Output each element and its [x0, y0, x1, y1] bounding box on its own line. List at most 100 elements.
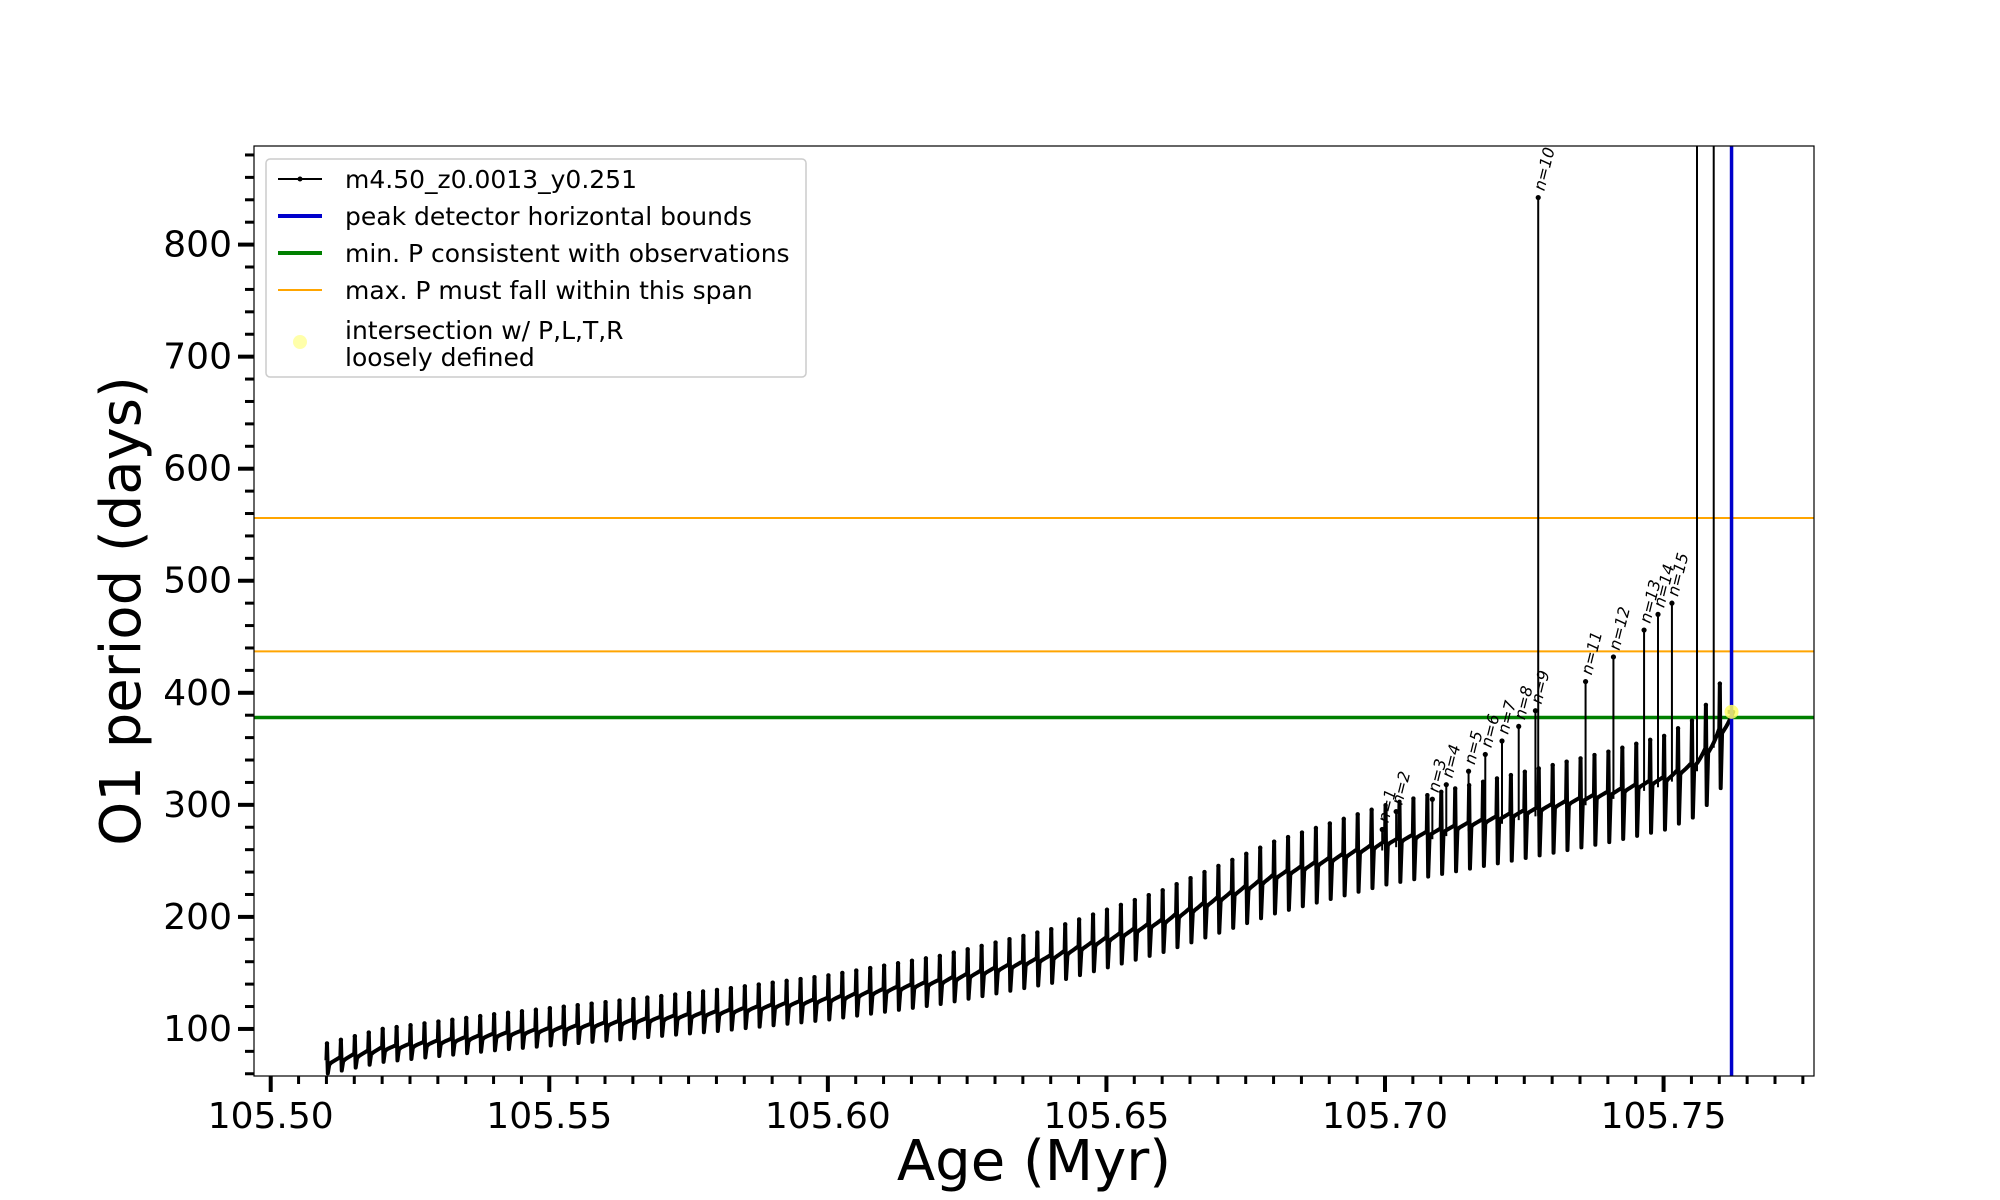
track-marker: [561, 1004, 566, 1009]
track-marker: [1703, 702, 1709, 708]
legend-label: m4.50_z0.0013_y0.251: [345, 165, 637, 194]
track-marker: [770, 980, 775, 985]
track-marker: [1620, 745, 1625, 750]
legend-box: [265, 158, 807, 378]
y-axis-label: O1 period (days): [89, 376, 154, 846]
track-marker: [1606, 749, 1611, 754]
pulse-peak-marker: [1393, 808, 1399, 815]
track-marker: [450, 1017, 455, 1022]
legend-label: min. P consistent with observations: [345, 239, 790, 268]
track-marker: [673, 992, 678, 997]
track-marker: [1494, 776, 1500, 781]
track-marker: [1063, 922, 1068, 927]
track-marker: [1425, 792, 1430, 798]
track-marker: [324, 1041, 330, 1046]
track-marker: [1564, 759, 1569, 764]
track-marker: [826, 973, 831, 978]
pulse-annotation: n=12: [1605, 605, 1634, 652]
pulse-peak-marker: [1429, 796, 1435, 802]
track-marker: [1146, 892, 1151, 898]
track-marker: [979, 943, 984, 949]
track-marker: [1675, 726, 1681, 731]
track-marker: [1188, 875, 1193, 881]
track-marker: [1661, 733, 1667, 739]
pulse-peak-marker: [1516, 723, 1522, 730]
track-marker: [589, 1001, 594, 1006]
track-marker: [1132, 897, 1138, 903]
track-marker: [1118, 902, 1124, 908]
track-marker: [812, 975, 817, 980]
track-marker: [1021, 933, 1026, 939]
track-marker: [965, 947, 970, 952]
track-marker: [714, 987, 720, 993]
pulse-peak-marker: [1379, 826, 1385, 833]
track-marker: [659, 993, 664, 999]
track-marker: [1578, 756, 1583, 761]
track-marker: [1634, 741, 1639, 747]
pulse-annotation: n=9: [1527, 668, 1554, 705]
track-marker: [408, 1023, 413, 1028]
track-marker: [854, 968, 859, 973]
track-marker: [742, 984, 748, 989]
track-marker: [909, 958, 915, 964]
track-marker: [1049, 927, 1054, 932]
track-marker: [923, 956, 929, 961]
track-marker: [1689, 718, 1695, 723]
intersection-marker: [1724, 704, 1739, 719]
track-marker: [464, 1015, 469, 1021]
pulse-peak-marker: [1610, 654, 1617, 660]
axis-ticks: 105.50 105.55 105.60 105.65 105.70 105.75 100 2…: [163, 153, 1805, 1137]
pulse-peak-marker: [1641, 627, 1647, 633]
track-marker: [1453, 786, 1458, 791]
track-marker: [1271, 839, 1277, 844]
track-marker: [1550, 762, 1555, 768]
pulse-peak-marker: [1482, 751, 1488, 758]
track-marker: [798, 976, 803, 982]
track-marker: [1299, 830, 1305, 835]
track-marker: [603, 999, 608, 1005]
track-marker: [1592, 752, 1597, 758]
pulse-peak-marker: [1465, 768, 1472, 774]
pulse-peak-marker: [1532, 708, 1539, 714]
track-marker: [1007, 937, 1012, 942]
track-marker: [436, 1019, 441, 1024]
legend-label-line2: loosely defined: [345, 343, 535, 372]
track-marker: [1313, 825, 1319, 831]
pulse-annotation: n=11: [1577, 629, 1606, 676]
legend-label: intersection w/ P,L,T,R: [345, 316, 624, 345]
y-tick-label: 800: [163, 225, 232, 266]
track-marker: [366, 1030, 371, 1035]
track-marker: [338, 1037, 344, 1043]
track-marker: [993, 940, 998, 945]
x-tick-label: 105.55: [486, 1096, 612, 1137]
track-marker: [533, 1007, 539, 1012]
track-marker: [1160, 888, 1165, 893]
track-marker: [756, 982, 761, 987]
y-tick-label: 100: [163, 1009, 232, 1050]
y-tick-label: 200: [163, 897, 232, 938]
track-marker: [519, 1009, 525, 1014]
track-marker: [1076, 917, 1082, 922]
plot-frame: [253, 145, 1815, 1077]
track-marker: [840, 970, 845, 976]
y-tick-label: 500: [163, 561, 232, 602]
track-marker: [881, 963, 887, 968]
track-marker: [1258, 845, 1263, 850]
track-marker: [575, 1002, 580, 1008]
track-marker: [1717, 681, 1723, 686]
track-marker: [1439, 789, 1444, 795]
track-marker: [937, 953, 943, 959]
pulse-annotation: n=2: [1388, 769, 1415, 806]
y-tick-label: 700: [163, 337, 232, 378]
track-marker: [422, 1021, 427, 1026]
track-marker: [1341, 816, 1346, 822]
track-marker: [1090, 912, 1096, 917]
track-marker: [868, 965, 873, 971]
track-marker: [505, 1010, 511, 1015]
pulse-peak-marker: [1499, 738, 1505, 744]
legend-swatch-marker: [293, 335, 307, 349]
pulse-peak-marker: [1669, 600, 1675, 606]
track-marker: [380, 1026, 385, 1032]
track-marker: [1285, 834, 1291, 840]
x-tick-label: 105.75: [1601, 1096, 1727, 1137]
